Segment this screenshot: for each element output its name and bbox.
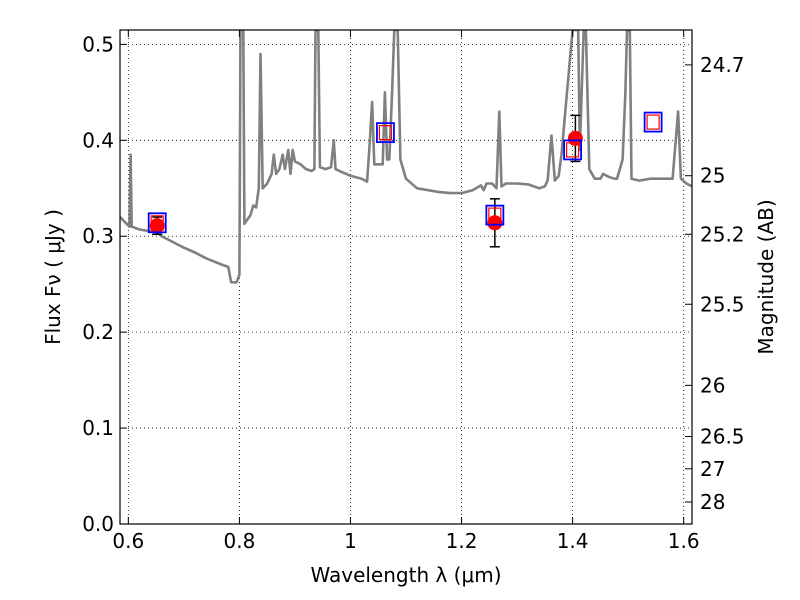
mag-tick-label: 25 <box>700 164 725 188</box>
y-tick-label: 0.2 <box>82 320 114 344</box>
model-photometry-inner-square <box>646 114 660 130</box>
x-axis-title: Wavelength λ (μm) <box>310 563 501 587</box>
y2-axis-title: Magnitude (AB) <box>754 199 778 354</box>
observed-point <box>149 218 165 234</box>
observed-point <box>487 215 503 231</box>
model-photometry-square <box>563 139 583 161</box>
model-spectrum-layer <box>120 30 692 284</box>
y-tick-label: 0.0 <box>82 512 114 536</box>
mag-tick-label: 27 <box>700 457 725 481</box>
plot-frame <box>119 29 693 525</box>
ticks: 0.6 0.8 1 1.2 1.4 1.6 0.0 0.1 0.2 0.3 0.4 0.5 24.7 25… <box>82 30 745 553</box>
model-photometry-inner-square <box>488 207 502 223</box>
x-tick-label: 0.8 <box>223 529 255 553</box>
photometry-layer <box>147 111 663 248</box>
mag-tick-label: 28 <box>700 490 725 514</box>
y-axis-title: Flux Fν ( μJy ) <box>41 209 65 345</box>
model-photometry-square <box>643 111 663 133</box>
y-tick-label: 0.4 <box>82 128 114 152</box>
mag-tick-label: 26.5 <box>700 425 745 449</box>
x-tick-label: 1.6 <box>668 529 700 553</box>
model-photometry-square <box>485 204 505 226</box>
model-spectrum-line <box>120 30 692 284</box>
mag-tick-label: 25.5 <box>700 292 745 316</box>
plot-background <box>120 30 692 524</box>
y-tick-label: 0.1 <box>82 416 114 440</box>
model-photometry-square <box>376 122 395 144</box>
x-tick-label: 1 <box>344 529 357 553</box>
mag-tick-label: 26 <box>700 373 725 397</box>
x-tick-label: 0.6 <box>112 529 144 553</box>
model-photometry-inner-square <box>566 142 580 158</box>
x-tick-label: 1.4 <box>557 529 589 553</box>
model-photometry-inner-square <box>378 125 393 141</box>
model-photometry-inner-square <box>150 215 164 231</box>
y-tick-label: 0.3 <box>82 224 114 248</box>
mag-tick-label: 24.7 <box>700 53 745 77</box>
y-tick-label: 0.5 <box>82 32 114 56</box>
x-tick-label: 1.2 <box>446 529 478 553</box>
observed-point <box>567 130 583 146</box>
mag-tick-label: 25.2 <box>700 222 745 246</box>
model-photometry-square <box>147 212 167 234</box>
